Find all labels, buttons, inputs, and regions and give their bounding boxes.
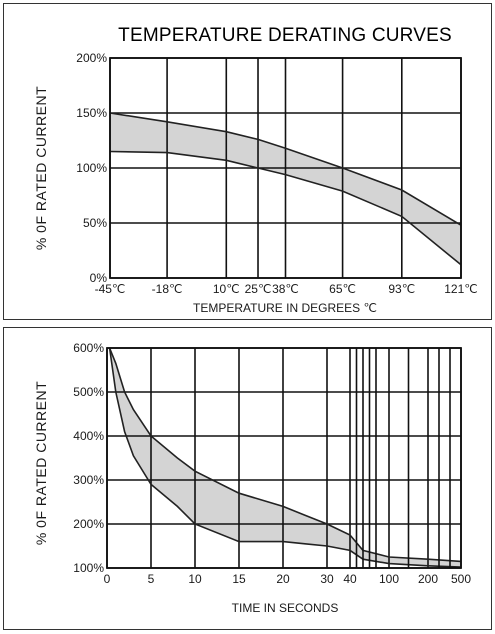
plot-frame bbox=[109, 57, 462, 279]
plot-frame bbox=[106, 347, 462, 569]
y-tick-label: 400% bbox=[73, 429, 104, 443]
y-axis-label: % 0F RATED CURRENT bbox=[33, 381, 49, 545]
lower-curve bbox=[109, 150, 462, 266]
x-tick-label: 0 bbox=[104, 572, 111, 586]
x-tick-label: 15 bbox=[232, 572, 246, 586]
x-tick-label: 30 bbox=[320, 572, 334, 586]
x-tick-label: 38℃ bbox=[272, 282, 299, 296]
upper-curve bbox=[109, 112, 462, 226]
x-tick-label: 5 bbox=[148, 572, 155, 586]
x-tick-label: 25℃ bbox=[245, 282, 272, 296]
y-tick-label: 100% bbox=[73, 561, 104, 575]
y-tick-label: 200% bbox=[73, 517, 104, 531]
y-tick-label: 500% bbox=[73, 385, 104, 399]
y-tick-label: 50% bbox=[83, 216, 107, 230]
y-axis-label: % 0F RATED CURRENT bbox=[33, 86, 49, 250]
x-tick-label: 10℃ bbox=[213, 282, 240, 296]
time-current-panel bbox=[3, 327, 492, 630]
x-tick-label: -18℃ bbox=[152, 282, 183, 296]
chart-title: TEMPERATURE DERATING CURVES bbox=[118, 25, 452, 46]
x-tick-label: 100 bbox=[379, 572, 399, 586]
y-tick-label: 600% bbox=[73, 341, 104, 355]
x-axis-label: TEMPERATURE IN DEGREES ℃ bbox=[193, 301, 377, 315]
y-tick-label: 300% bbox=[73, 473, 104, 487]
time-current-chart: % 0F RATED CURRENT TIME IN SECONDS 100% 2… bbox=[33, 341, 471, 615]
derating-band bbox=[110, 113, 461, 265]
y-tick-label: 150% bbox=[76, 106, 107, 120]
derating-band bbox=[109, 348, 461, 568]
x-axis-label: TIME IN SECONDS bbox=[232, 601, 339, 615]
x-tick-label: -45℃ bbox=[95, 282, 126, 296]
y-tick-label: 0% bbox=[90, 271, 108, 285]
y-tick-label: 100% bbox=[76, 161, 107, 175]
x-tick-label: 20 bbox=[276, 572, 290, 586]
x-tick-label: 10 bbox=[188, 572, 202, 586]
x-tick-label: 65℃ bbox=[329, 282, 356, 296]
x-tick-label: 200 bbox=[418, 572, 438, 586]
temperature-derating-chart: TEMPERATURE DERATING CURVES % 0F RATED C… bbox=[33, 25, 478, 315]
x-tick-label: 40 bbox=[343, 572, 357, 586]
x-tick-label: 500 bbox=[451, 572, 471, 586]
y-tick-label: 200% bbox=[76, 51, 107, 65]
x-tick-label: 121℃ bbox=[444, 282, 478, 296]
x-tick-label: 93℃ bbox=[388, 282, 415, 296]
